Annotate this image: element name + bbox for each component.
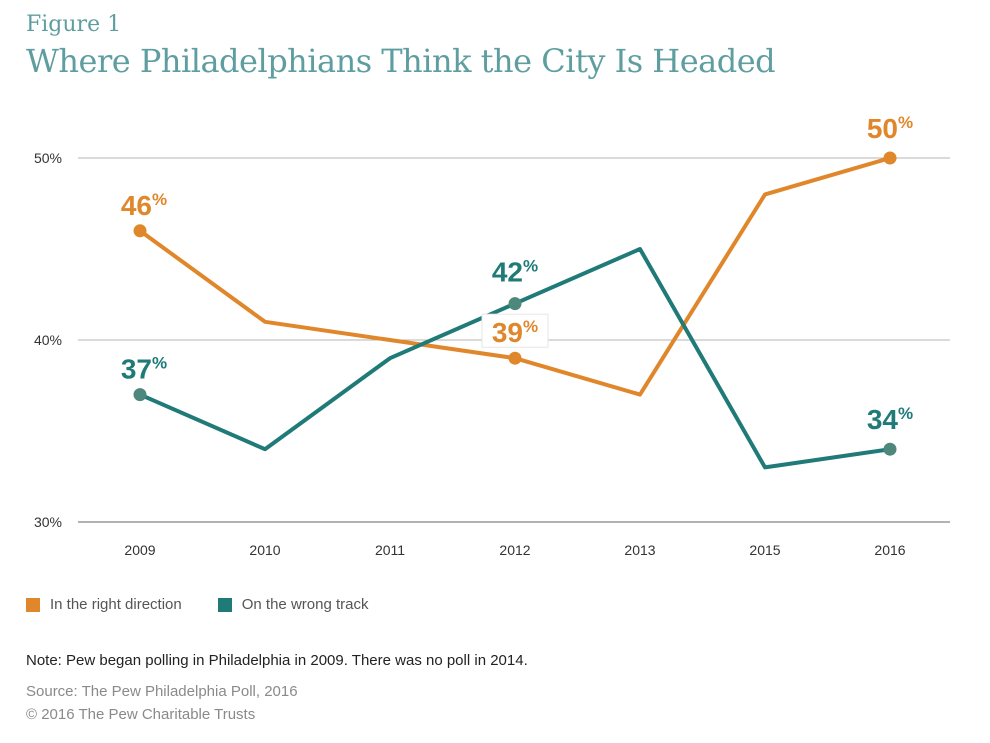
data-label: 42% — [492, 257, 538, 288]
chart-source: Source: The Pew Philadelphia Poll, 2016 — [26, 683, 298, 700]
data-point-marker — [133, 388, 147, 402]
legend-label-wrong-track: On the wrong track — [241, 596, 369, 613]
series-lines — [133, 151, 897, 470]
x-tick-label: 2016 — [874, 542, 905, 558]
data-label: 50% — [867, 113, 913, 144]
data-point-marker — [508, 351, 522, 365]
legend-item-wrong-track: On the wrong track — [217, 596, 369, 613]
axis-labels: 30% 40% 50% 2009 2010 2011 2012 2013 2015 2016 — [34, 150, 906, 558]
x-tick-label: 2009 — [124, 542, 155, 558]
data-label-background — [481, 313, 549, 348]
legend-item-right-direction: In the right direction — [26, 596, 182, 613]
x-tick-label: 2015 — [749, 542, 780, 558]
data-point-marker — [883, 442, 897, 456]
line-chart: 30% 40% 50% 2009 2010 2011 2012 2013 2015 2016 46… — [34, 113, 950, 558]
x-tick-label: 2013 — [624, 542, 655, 558]
chart-title: Where Philadelphians Think the City Is H… — [26, 42, 776, 80]
legend-swatch-wrong-track — [217, 597, 232, 612]
legend-label-right-direction: In the right direction — [50, 596, 182, 613]
data-label: 39% — [492, 317, 538, 348]
data-point-marker — [508, 297, 522, 311]
data-label: 34% — [867, 404, 913, 435]
legend: In the right direction On the wrong trac… — [26, 596, 404, 613]
legend-swatch-right-direction — [26, 597, 40, 612]
y-tick-label: 40% — [34, 332, 62, 348]
figure-label: Figure 1 — [26, 12, 122, 37]
data-point-marker — [133, 224, 147, 238]
data-label: 37% — [121, 354, 167, 385]
y-tick-label: 30% — [34, 514, 62, 530]
x-tick-label: 2010 — [249, 542, 280, 558]
data-label: 46% — [121, 190, 167, 221]
chart-copyright: © 2016 The Pew Charitable Trusts — [26, 706, 256, 723]
x-tick-label: 2012 — [499, 542, 530, 558]
y-tick-label: 50% — [34, 150, 62, 166]
data-labels: 46% 39% 50% 37% 42% 34% — [121, 113, 913, 435]
chart-note: Note: Pew began polling in Philadelphia … — [26, 652, 528, 669]
data-point-marker — [883, 151, 897, 165]
x-tick-label: 2011 — [375, 542, 405, 558]
